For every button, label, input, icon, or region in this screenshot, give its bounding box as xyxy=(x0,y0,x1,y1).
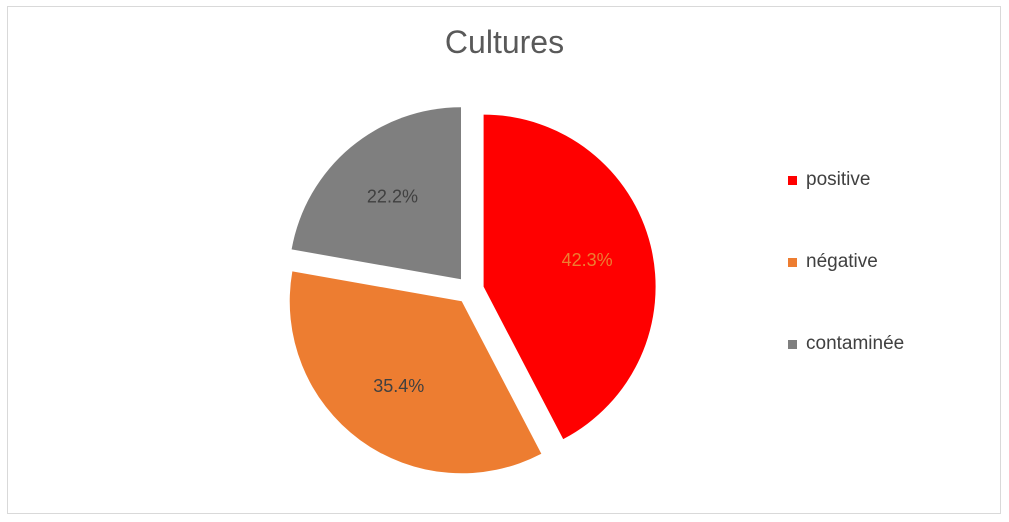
data-label-contaminee: 22.2% xyxy=(367,186,418,206)
pie-slice-contaminee xyxy=(291,107,462,280)
legend-item-contaminee: contaminée xyxy=(788,324,988,364)
legend-item-positive: positive xyxy=(788,160,988,200)
chart-title: Cultures xyxy=(444,24,565,60)
pie-slice-positive xyxy=(483,114,656,440)
legend: positive négative contaminée xyxy=(788,160,988,406)
legend-label-positive: positive xyxy=(806,169,871,190)
legend-swatch-positive xyxy=(788,175,797,185)
legend-label-contaminee: contaminée xyxy=(806,333,905,354)
legend-label-negative: négative xyxy=(806,251,878,272)
data-label-positive: 42.3% xyxy=(562,250,613,270)
legend-item-negative: négative xyxy=(788,242,988,282)
pie-slice-negative xyxy=(289,271,542,474)
legend-swatch-contaminee xyxy=(788,339,797,349)
legend-swatch-negative xyxy=(788,257,797,267)
data-label-negative: 35.4% xyxy=(373,376,424,396)
